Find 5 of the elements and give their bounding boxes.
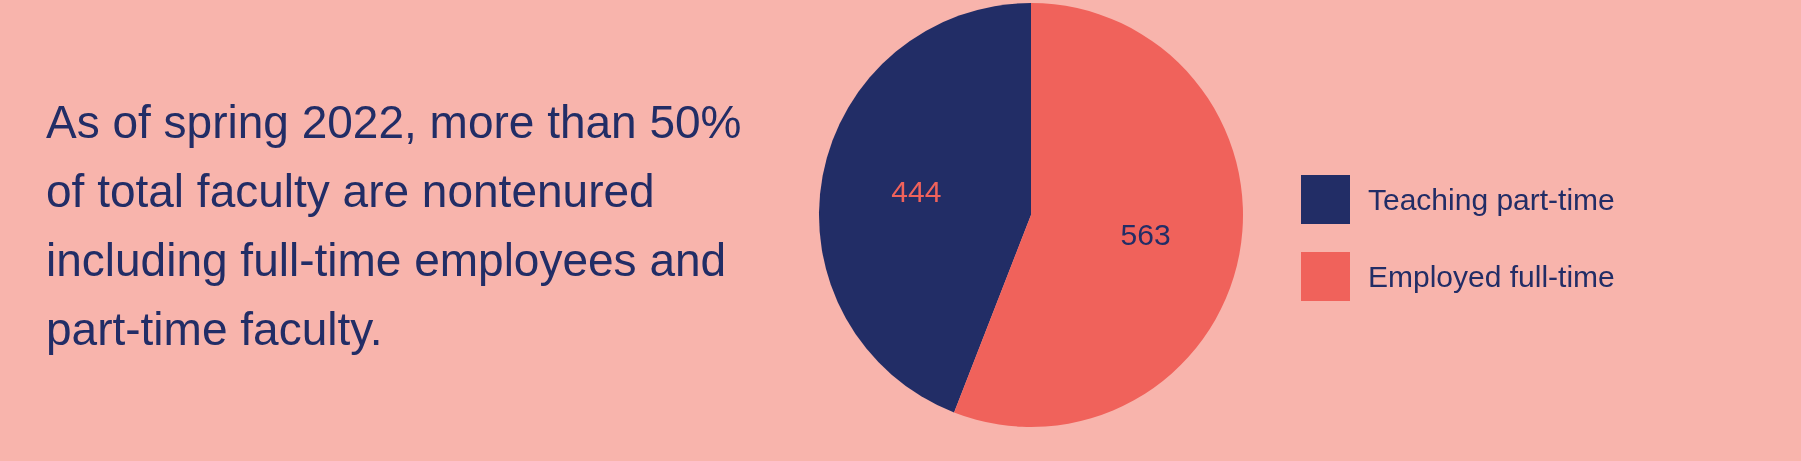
legend-label: Teaching part-time: [1368, 182, 1615, 217]
data-label: 563: [1120, 217, 1171, 251]
data-label: 444: [891, 174, 942, 208]
text: As of spring 2022, more than 50% of total faculty are nontenured including full-time employees and part-time faculty.: [46, 95, 743, 357]
legend-label: Employed full-time: [1368, 259, 1615, 294]
